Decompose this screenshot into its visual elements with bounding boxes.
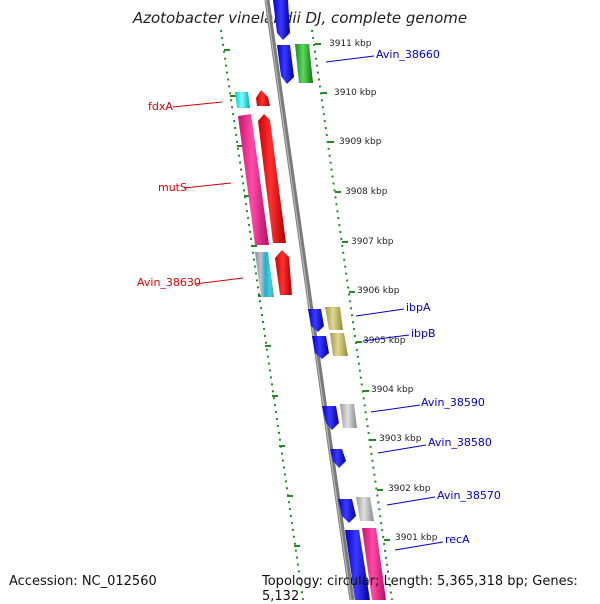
tick-3905: 3905 kbp [363,336,406,346]
label-mutS[interactable]: mutS [158,181,187,194]
kbp-ticks: 3911 kbp 3910 kbp 3909 kbp 3908 kbp 3907… [329,39,438,543]
ruler-tick-dashes [224,43,390,547]
gene-Avin-38570[interactable] [356,497,374,521]
label-leaders [172,55,444,551]
tick-3911: 3911 kbp [329,39,372,49]
label-Avin-38630[interactable]: Avin_38630 [137,276,201,289]
label-fdxA[interactable]: fdxA [148,100,173,113]
gene-labels-left: fdxA mutS Avin_38630 [137,100,201,289]
label-ibpA[interactable]: ibpA [406,301,431,314]
gene-blue-3906[interactable] [308,309,324,332]
label-Avin-38660[interactable]: Avin_38660 [376,48,440,61]
gene-blue-3905[interactable] [312,336,329,359]
gene-ibpA[interactable] [325,307,343,330]
gene-Avin-38660[interactable] [295,44,313,83]
tick-3904: 3904 kbp [371,385,414,395]
left-ruler [220,29,304,600]
gene-reverse-large[interactable] [258,114,286,243]
gene-blue-3902[interactable] [338,499,356,523]
track-band [221,30,392,600]
gene-pink-3901[interactable] [362,528,386,600]
tick-3901: 3901 kbp [395,533,438,543]
tick-3908: 3908 kbp [345,187,388,197]
tick-3909: 3909 kbp [339,137,382,147]
gene-Avin-38590[interactable] [340,404,357,428]
genome-backbone [264,0,355,600]
label-Avin-38580[interactable]: Avin_38580 [428,436,492,449]
label-Avin-38570[interactable]: Avin_38570 [437,489,501,502]
label-recA[interactable]: recA [445,533,470,546]
gene-mutS[interactable] [238,114,269,245]
tick-3902: 3902 kbp [388,484,431,494]
gene-recA[interactable] [345,530,370,600]
label-ibpB[interactable]: ibpB [411,327,436,340]
gene-blue-3904[interactable] [322,406,339,430]
gene-reverse-small[interactable] [256,90,270,106]
tick-3906: 3906 kbp [357,286,400,296]
label-Avin-38590[interactable]: Avin_38590 [421,396,485,409]
reverse-strand-genes [235,90,292,297]
gene-fdxA[interactable] [235,92,250,108]
tick-3903: 3903 kbp [379,434,422,444]
gene-reverse-lower[interactable] [275,250,292,295]
gene-labels-right: Avin_38660 ibpA ibpB Avin_38590 Avin_385… [376,48,501,546]
gene-ibpB[interactable] [330,333,348,356]
gene-Avin-38580[interactable] [330,449,346,468]
tick-3907: 3907 kbp [351,237,394,247]
genome-title: Azotobacter vinelandii DJ, complete geno… [132,9,468,27]
right-ruler [311,29,393,600]
tick-3910: 3910 kbp [334,88,377,98]
accession-text: Accession: NC_012560 [9,574,157,589]
gene-top-blue[interactable] [273,0,290,40]
gene-Avin-38630[interactable] [255,252,274,297]
forward-strand-genes [273,0,386,600]
gene-blue-3911[interactable] [277,45,294,84]
